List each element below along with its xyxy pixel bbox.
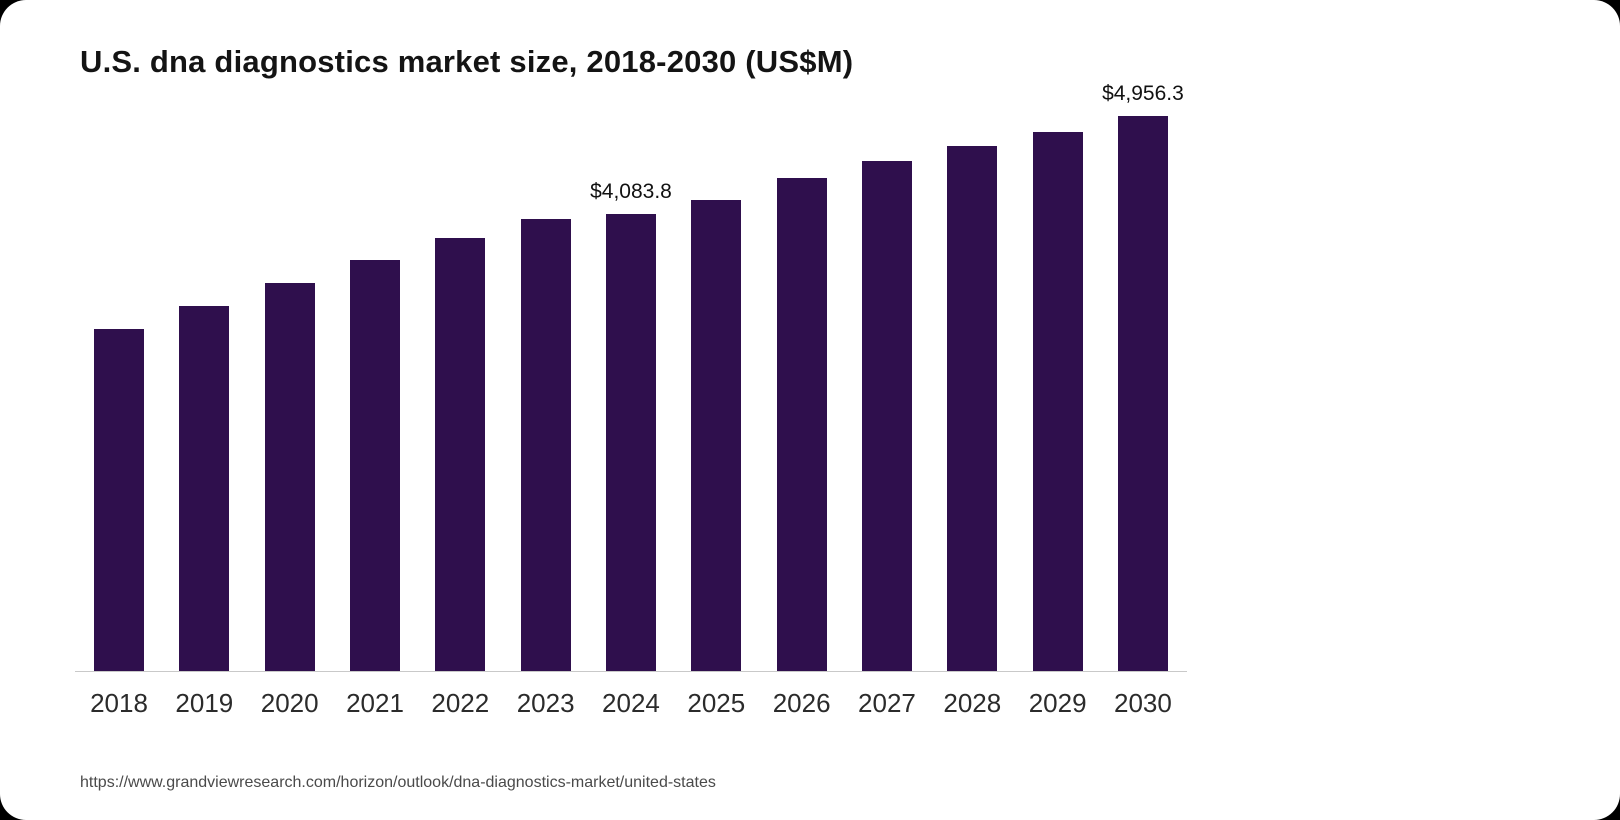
x-tick-label-2029: 2029 <box>1028 688 1087 718</box>
x-tick-label-2030: 2030 <box>1114 688 1172 718</box>
x-tick-label-2028: 2028 <box>943 688 1002 718</box>
plot-area: $4,083.8 $4,956.3 <box>75 82 1187 672</box>
x-tick-label-2019: 2019 <box>175 688 234 718</box>
bar-2025 <box>691 200 742 671</box>
bar-2018 <box>94 329 144 671</box>
chart-title: U.S. dna diagnostics market size, 2018-2… <box>80 44 854 79</box>
bar-2027 <box>861 161 912 671</box>
source-url: https://www.grandviewresearch.com/horizo… <box>80 774 716 791</box>
x-axis-labels: 2018 2019 2020 2021 2022 2023 2024 2025 2026 2027… <box>75 688 1187 719</box>
bar-chart: $4,083.8 $4,956.3 2018 2019 2020 2021 2022 202… <box>75 82 1187 719</box>
bar-2029 <box>1032 132 1083 671</box>
bar-2030: $4,956.3 <box>1102 82 1184 671</box>
x-tick-label-2026: 2026 <box>772 688 831 718</box>
x-tick-label-2025: 2025 <box>687 688 746 718</box>
x-tick-label-2022: 2022 <box>431 688 490 718</box>
bar-2023 <box>520 219 571 671</box>
bar-2022 <box>435 238 486 671</box>
x-tick-label-2018: 2018 <box>90 688 148 718</box>
x-tick-label-2027: 2027 <box>858 688 916 718</box>
data-label-2030: $4,956.3 <box>1102 82 1184 105</box>
bar-2021 <box>349 260 400 671</box>
x-tick-label-2023: 2023 <box>516 688 575 718</box>
bar-2026 <box>776 178 827 671</box>
x-tick-label-2020: 2020 <box>260 688 319 718</box>
bar-2020 <box>264 283 315 671</box>
bar-2024: $4,083.8 <box>590 180 672 671</box>
x-tick-label-2024: 2024 <box>602 688 660 718</box>
bar-2028 <box>947 146 998 671</box>
bar-2019 <box>179 306 230 671</box>
data-label-2024: $4,083.8 <box>590 180 672 203</box>
x-tick-label-2021: 2021 <box>346 688 404 718</box>
